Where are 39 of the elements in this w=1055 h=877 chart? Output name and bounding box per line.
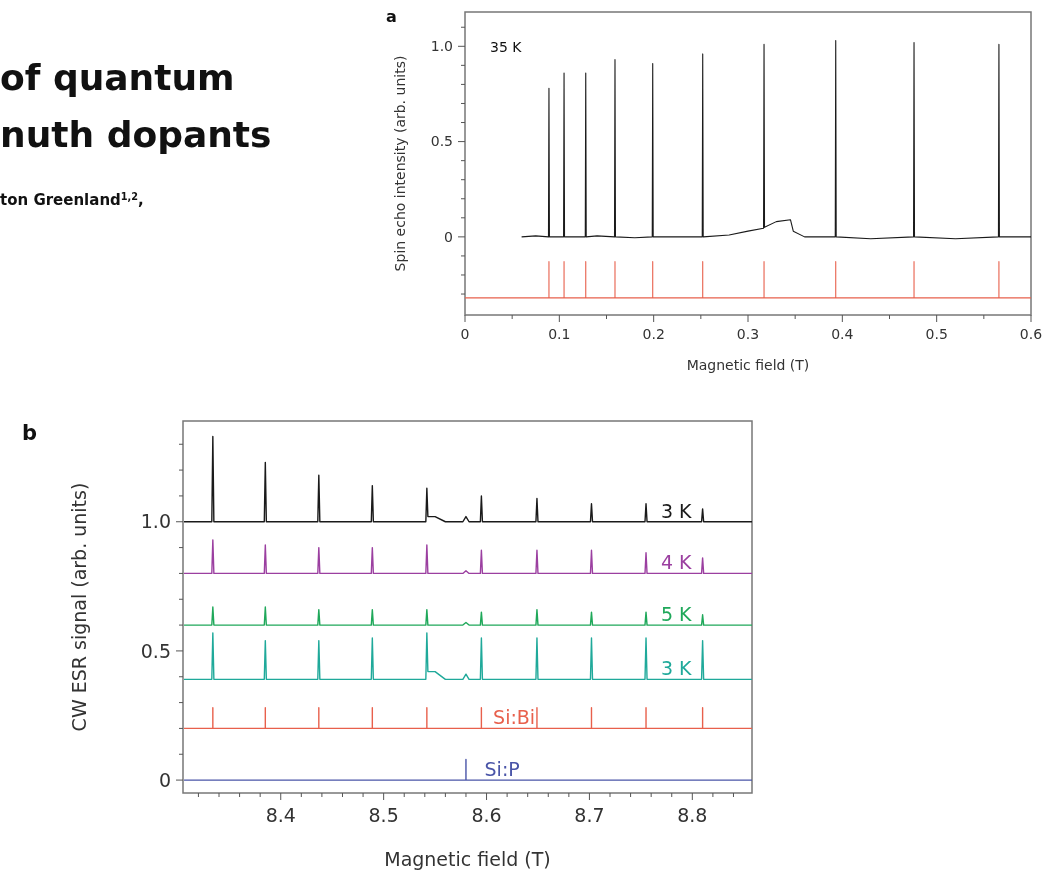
line-series — [183, 539, 753, 575]
series-label: 3 K — [660, 499, 693, 522]
y-tick-label: 1.0 — [140, 510, 171, 533]
chart-title: a — [386, 7, 397, 26]
x-tick-label: 0.2 — [642, 326, 665, 342]
x-tick-label: 0.1 — [548, 326, 571, 342]
series-label: 5 K — [660, 603, 693, 626]
y-tick-label: 0 — [158, 768, 171, 791]
x-tick-label: 8.8 — [677, 804, 708, 826]
series-label: 4 K — [660, 551, 693, 574]
y-axis-title: CW ESR signal (arb. units) — [68, 482, 90, 732]
series-label: 3 K — [660, 657, 693, 680]
x-tick-label: 0.3 — [736, 326, 760, 342]
x-axis-title: Magnetic field (T) — [686, 357, 810, 373]
x-tick-label: 0.6 — [1019, 326, 1043, 342]
line-series — [521, 40, 1032, 240]
line-series — [183, 606, 753, 626]
series-label: Si:Bi — [493, 706, 536, 729]
text: of quantum — [0, 57, 235, 98]
line-series — [183, 632, 753, 681]
text: nuth dopants — [0, 114, 272, 155]
x-tick-label: 0.5 — [925, 326, 948, 342]
x-tick-label: 8.6 — [471, 804, 502, 826]
x-tick-label: 0 — [460, 326, 470, 342]
text: ton Greenland$^{1,2}$, — [0, 190, 144, 209]
y-tick-label: 0.5 — [140, 639, 171, 662]
y-tick-label: 0.5 — [430, 133, 453, 150]
y-tick-label: 1.0 — [430, 38, 453, 55]
annotation: 35 K — [490, 39, 523, 55]
x-tick-label: 8.4 — [265, 804, 296, 826]
y-axis-title: Spin echo intensity (arb. units) — [392, 55, 408, 272]
x-axis-title: Magnetic field (T) — [384, 848, 551, 870]
x-tick-label: 0.4 — [831, 326, 854, 342]
x-tick-label: 8.7 — [574, 804, 605, 826]
chart-title: b — [22, 421, 38, 445]
y-tick-label: 0 — [444, 228, 453, 245]
x-tick-label: 8.5 — [368, 804, 399, 826]
series-label: Si:P — [484, 758, 520, 781]
line-series — [183, 435, 753, 523]
